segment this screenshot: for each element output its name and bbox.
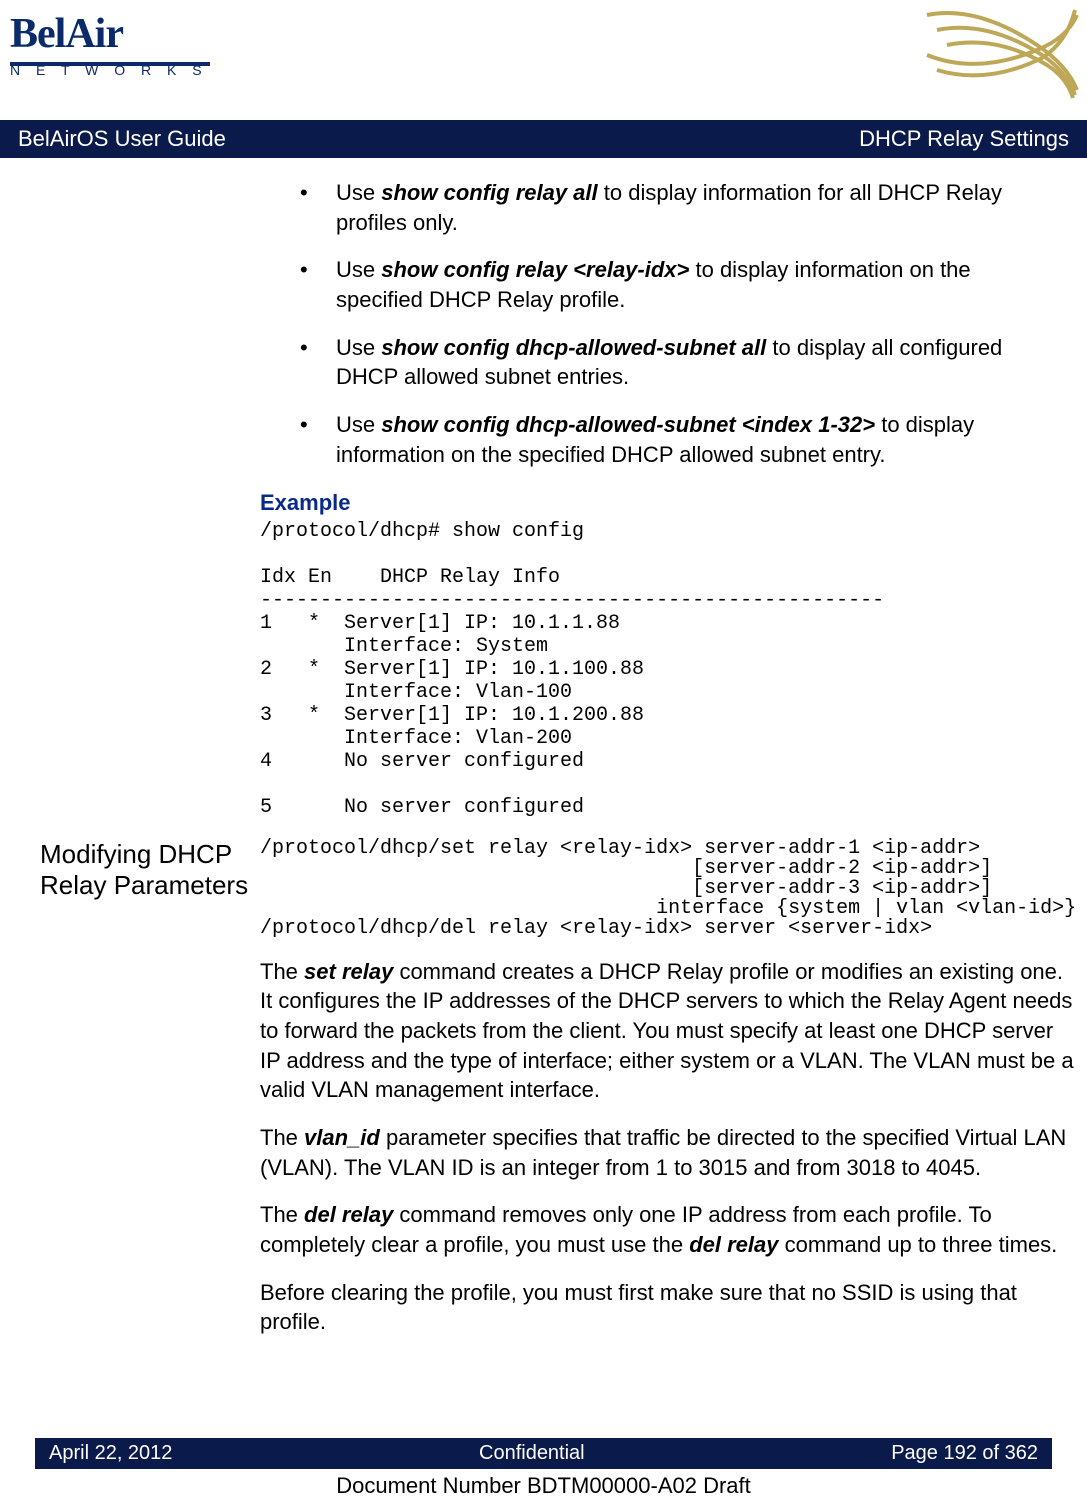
para-cmd: vlan_id: [304, 1125, 380, 1150]
logo: BelAir N E T W O R K S: [10, 10, 210, 78]
section-body: /protocol/dhcp/set relay <relay-idx> ser…: [260, 839, 1086, 1338]
doc-number: Document Number BDTM00000-A02 Draft: [0, 1473, 1087, 1499]
para-pre: The: [260, 1125, 304, 1150]
bullet-pre: Use: [336, 335, 381, 360]
bullet-item: Use show config dhcp-allowed-subnet <ind…: [300, 410, 1007, 469]
footer-bar: April 22, 2012 Confidential Page 192 of …: [35, 1438, 1052, 1469]
bullet-item: Use show config dhcp-allowed-subnet all …: [300, 333, 1007, 392]
bullet-cmd: show config dhcp-allowed-subnet <index 1…: [381, 412, 875, 437]
para-post: command up to three times.: [779, 1232, 1058, 1257]
bullet-cmd: show config dhcp-allowed-subnet all: [381, 335, 766, 360]
footer-left: April 22, 2012: [49, 1442, 172, 1465]
bullet-pre: Use: [336, 180, 381, 205]
footer-right: Page 192 of 362: [891, 1442, 1038, 1465]
example-code: /protocol/dhcp# show config Idx En DHCP …: [260, 520, 1047, 819]
page-container: BelAir N E T W O R K S BelAirOS User Gui…: [0, 0, 1087, 1511]
para-pre: The: [260, 1202, 304, 1227]
para-cmd2: del relay: [689, 1232, 778, 1257]
paragraph: The del relay command removes only one I…: [260, 1200, 1076, 1259]
swoosh-icon: [917, 0, 1087, 100]
logo-text-bottom: N E T W O R K S: [10, 62, 210, 78]
para-cmd: set relay: [304, 959, 393, 984]
syntax-block: /protocol/dhcp/set relay <relay-idx> ser…: [260, 839, 1076, 939]
logo-text-top: BelAir: [10, 10, 210, 58]
bullet-list: Use show config relay all to display inf…: [300, 178, 1007, 470]
para-cmd: del relay: [304, 1202, 393, 1227]
bullet-item: Use show config relay all to display inf…: [300, 178, 1007, 237]
bullet-cmd: show config relay all: [381, 180, 597, 205]
page-header: BelAir N E T W O R K S: [0, 0, 1087, 120]
bullet-cmd: show config relay <relay-idx>: [381, 257, 689, 282]
paragraph: Before clearing the profile, you must fi…: [260, 1278, 1076, 1337]
title-bar: BelAirOS User Guide DHCP Relay Settings: [0, 120, 1087, 158]
paragraph: The vlan_id parameter specifies that tra…: [260, 1123, 1076, 1182]
section-heading-line2: Relay Parameters: [40, 870, 248, 900]
section-heading: Modifying DHCP Relay Parameters: [40, 839, 260, 1338]
footer-center: Confidential: [479, 1442, 585, 1465]
paragraph: The set relay command creates a DHCP Rel…: [260, 957, 1076, 1105]
section-heading-line1: Modifying DHCP: [40, 839, 232, 869]
content-area: Use show config relay all to display inf…: [0, 158, 1087, 1357]
para-pre: The: [260, 959, 304, 984]
example-heading: Example: [260, 490, 1047, 516]
para-post: parameter specifies that traffic be dire…: [260, 1125, 1066, 1180]
bullet-pre: Use: [336, 257, 381, 282]
title-right: DHCP Relay Settings: [859, 126, 1069, 152]
title-left: BelAirOS User Guide: [18, 126, 226, 152]
bullet-pre: Use: [336, 412, 381, 437]
section-row: Modifying DHCP Relay Parameters /protoco…: [40, 839, 1047, 1338]
bullet-item: Use show config relay <relay-idx> to dis…: [300, 255, 1007, 314]
